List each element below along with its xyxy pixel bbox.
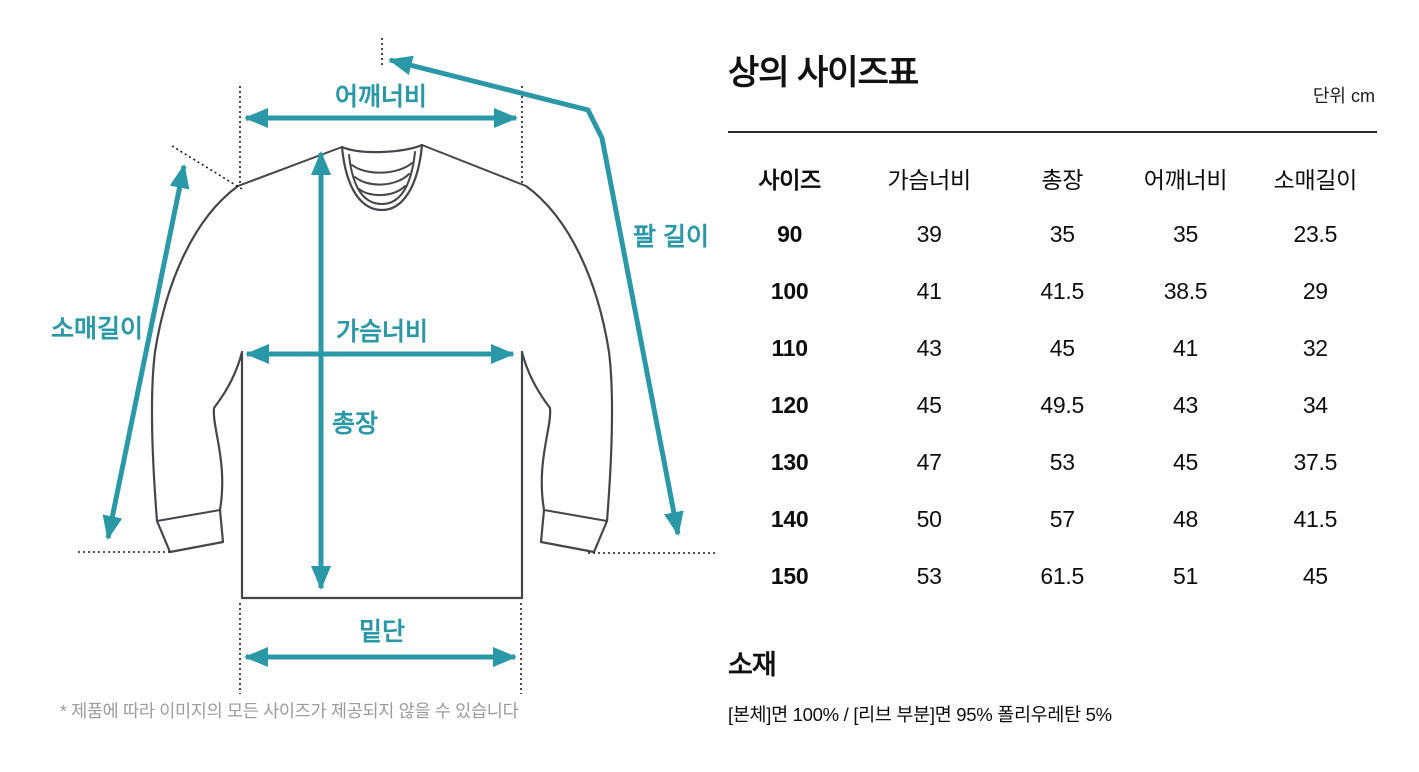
- unit-label: 단위 cm: [1312, 86, 1375, 106]
- sleeve-cell: 23.5: [1293, 221, 1338, 247]
- chest-cell: 47: [916, 449, 942, 475]
- table-row: 140 50 57 48 41.5: [728, 491, 1377, 548]
- shirt-outline: [150, 143, 614, 600]
- col-header-shoulder: 어깨너비: [1143, 166, 1228, 193]
- size-cell: 130: [770, 449, 809, 475]
- table-header-row: 사이즈 가슴너비 총장 어깨너비 소매길이: [728, 149, 1377, 206]
- arm-length-arrow: [388, 55, 684, 536]
- shoulder-cell: 38.5: [1163, 278, 1208, 304]
- sleeve-cell: 45: [1302, 563, 1328, 589]
- chest-cell: 41: [916, 278, 942, 304]
- sleeve-length-label: 소매길이: [51, 315, 143, 343]
- size-diagram: 어깨너비 팔 길이 소매길이 가슴너비 총장 밑단 * 제품에 따라 이미지의 …: [51, 38, 716, 721]
- material-description: [본체]면 100% / [리브 부분]면 95% 폴리우레탄 5%: [728, 704, 1112, 725]
- shirt-body: [240, 350, 524, 600]
- col-header-chest: 가슴너비: [887, 166, 971, 193]
- sleeve-length-arrow: [102, 164, 190, 540]
- length-cell: 53: [1049, 449, 1075, 475]
- length-cell: 45: [1049, 335, 1075, 361]
- sleeve-cell: 37.5: [1293, 449, 1338, 475]
- guide-sleeve-top: [171, 145, 243, 190]
- shoulder-cell: 35: [1173, 221, 1198, 247]
- size-cell: 110: [771, 335, 809, 361]
- total-length-label: 총장: [332, 410, 378, 438]
- chest-cell: 43: [916, 335, 942, 361]
- chest-cell: 50: [916, 506, 942, 532]
- size-cell: 90: [777, 221, 803, 247]
- material-heading: 소재: [728, 650, 777, 680]
- table-row: 120 45 49.5 43 34: [728, 377, 1377, 434]
- arm-length-label: 팔 길이: [633, 223, 709, 251]
- title-divider: [728, 131, 1377, 133]
- sleeve-cell: 32: [1302, 335, 1328, 361]
- size-cell: 120: [770, 392, 809, 418]
- shirt-measurement-illustration: 어깨너비 팔 길이 소매길이 가슴너비 총장 밑단: [51, 38, 716, 694]
- page-title: 상의 사이즈표: [728, 54, 919, 92]
- measurement-arrows: [102, 55, 684, 667]
- shoulder-cell: 43: [1173, 392, 1198, 418]
- shirt-right-sleeve: [520, 184, 614, 554]
- size-cell: 140: [770, 506, 809, 532]
- chest-width-label: 가슴너비: [336, 318, 428, 346]
- chest-cell: 39: [916, 221, 942, 247]
- col-header-size: 사이즈: [758, 166, 821, 193]
- measurement-labels: 어깨너비 팔 길이 소매길이 가슴너비 총장 밑단: [51, 83, 709, 646]
- hem-label: 밑단: [359, 618, 405, 646]
- length-cell: 49.5: [1040, 392, 1084, 418]
- table-row: 150 53 61.5 51 45: [728, 548, 1377, 605]
- col-header-sleeve: 소매길이: [1273, 166, 1358, 193]
- shoulder-cell: 48: [1173, 506, 1198, 532]
- size-table: 사이즈 가슴너비 총장 어깨너비 소매길이 90 39 35 35 23.5 1…: [728, 149, 1377, 605]
- sleeve-cell: 29: [1302, 278, 1328, 304]
- shoulder-cell: 41: [1173, 335, 1198, 361]
- shirt-left-sleeve: [150, 184, 244, 554]
- shoulder-cell: 45: [1173, 449, 1198, 475]
- chest-cell: 45: [916, 392, 942, 418]
- size-cell: 100: [770, 278, 809, 304]
- size-table-panel: 상의 사이즈표 단위 cm 사이즈 가슴너비 총장 어깨너비 소매길이 90 3…: [728, 0, 1377, 767]
- table-row: 110 43 45 41 32: [728, 320, 1377, 377]
- shoulder-cell: 51: [1173, 563, 1198, 589]
- sleeve-cell: 41.5: [1293, 506, 1338, 532]
- length-cell: 41.5: [1040, 278, 1084, 304]
- length-cell: 57: [1049, 506, 1075, 532]
- table-row: 100 41 41.5 38.5 29: [728, 263, 1377, 320]
- size-cell: 150: [770, 563, 809, 589]
- sleeve-cell: 34: [1302, 392, 1328, 418]
- table-row: 90 39 35 35 23.5: [728, 206, 1377, 263]
- table-row: 130 47 53 45 37.5: [728, 434, 1377, 491]
- chest-cell: 53: [916, 563, 942, 589]
- length-cell: 35: [1049, 221, 1075, 247]
- length-cell: 61.5: [1040, 563, 1084, 589]
- col-header-length: 총장: [1041, 166, 1084, 193]
- shoulder-width-label: 어깨너비: [335, 83, 427, 111]
- diagram-footnote: * 제품에 따라 이미지의 모든 사이즈가 제공되지 않을 수 있습니다: [60, 701, 519, 721]
